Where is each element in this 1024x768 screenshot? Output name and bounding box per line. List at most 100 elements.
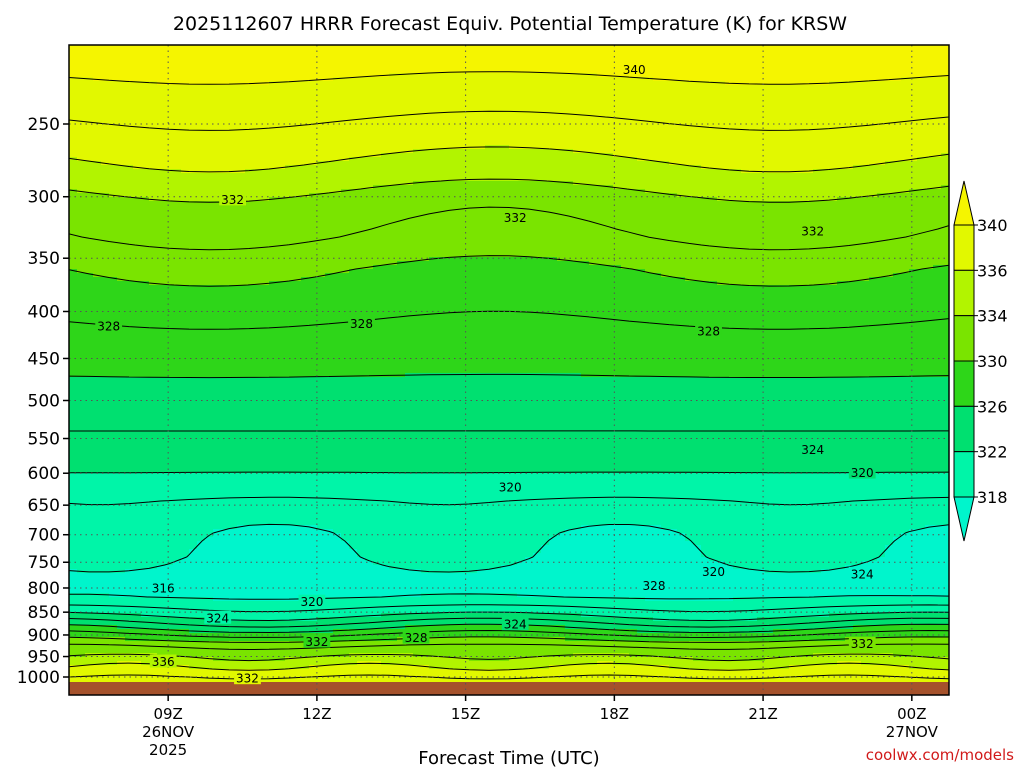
field-cell <box>133 225 142 230</box>
field-cell <box>797 65 806 70</box>
field-cell <box>93 85 102 90</box>
field-cell <box>557 181 566 186</box>
field-cell <box>669 73 678 78</box>
field-cell <box>173 225 182 230</box>
field-cell <box>525 173 534 178</box>
field-cell <box>613 149 622 154</box>
field-cell <box>253 57 262 62</box>
field-cell <box>181 53 190 58</box>
field-cell <box>725 161 734 166</box>
field-cell <box>861 213 870 218</box>
field-cell <box>701 213 710 218</box>
field-cell <box>549 205 558 210</box>
field-cell <box>581 61 590 66</box>
field-cell <box>781 133 790 138</box>
field-cell <box>901 177 910 182</box>
field-cell <box>485 81 494 86</box>
field-cell <box>557 117 566 122</box>
field-cell <box>429 209 438 214</box>
field-cell <box>733 181 742 186</box>
field-cell <box>661 149 670 154</box>
field-cell <box>877 125 886 130</box>
field-cell <box>861 97 870 102</box>
field-cell <box>365 45 374 50</box>
field-cell <box>365 125 374 130</box>
field-cell <box>869 197 878 202</box>
field-cell <box>869 89 878 94</box>
field-cell <box>781 49 790 54</box>
field-cell <box>893 193 902 198</box>
field-cell <box>605 145 614 150</box>
field-cell <box>381 101 390 106</box>
field-cell <box>77 137 86 142</box>
field-cell <box>445 117 454 122</box>
field-cell <box>269 213 278 218</box>
field-cell <box>829 125 838 130</box>
field-cell <box>549 169 558 174</box>
field-cell <box>373 177 382 182</box>
field-cell <box>917 221 926 226</box>
field-cell <box>181 137 190 142</box>
field-cell <box>117 93 126 98</box>
field-cell <box>925 145 934 150</box>
field-cell <box>365 77 374 82</box>
field-cell <box>133 85 142 90</box>
field-cell <box>205 81 214 86</box>
field-cell <box>853 149 862 154</box>
field-cell <box>597 205 606 210</box>
field-cell <box>445 177 454 182</box>
field-cell <box>277 225 286 230</box>
field-cell <box>845 117 854 122</box>
field-cell <box>549 157 558 162</box>
field-cell <box>925 221 934 226</box>
field-cell <box>181 213 190 218</box>
field-cell <box>549 77 558 82</box>
field-cell <box>725 109 734 114</box>
field-cell <box>341 105 350 110</box>
field-cell <box>821 193 830 198</box>
field-cell <box>341 173 350 178</box>
field-cell <box>797 141 806 146</box>
field-cell <box>869 93 878 98</box>
field-cell <box>821 209 830 214</box>
field-cell <box>685 69 694 74</box>
field-cell <box>741 213 750 218</box>
field-cell <box>221 97 230 102</box>
field-cell <box>373 137 382 142</box>
field-cell <box>93 201 102 206</box>
field-cell <box>917 125 926 130</box>
field-cell <box>653 209 662 214</box>
field-cell <box>397 141 406 146</box>
field-cell <box>565 185 574 190</box>
field-cell <box>901 73 910 78</box>
field-cell <box>837 113 846 118</box>
field-cell <box>549 221 558 226</box>
field-cell <box>917 109 926 114</box>
field-cell <box>437 61 446 66</box>
field-cell <box>853 141 862 146</box>
field-cell <box>181 181 190 186</box>
field-cell <box>565 137 574 142</box>
field-cell <box>749 57 758 62</box>
field-cell <box>813 133 822 138</box>
field-cell <box>85 105 94 110</box>
field-cell <box>189 93 198 98</box>
field-cell <box>733 193 742 198</box>
field-cell <box>685 165 694 170</box>
field-cell <box>117 121 126 126</box>
field-cell <box>789 93 798 98</box>
field-cell <box>669 89 678 94</box>
field-cell <box>165 93 174 98</box>
field-cell <box>605 125 614 130</box>
field-cell <box>645 201 654 206</box>
field-cell <box>109 57 118 62</box>
field-cell <box>453 205 462 210</box>
field-cell <box>541 221 550 226</box>
field-cell <box>149 77 158 82</box>
field-cell <box>885 69 894 74</box>
field-cell <box>445 221 454 226</box>
field-cell <box>533 221 542 226</box>
field-cell <box>253 93 262 98</box>
field-cell <box>333 117 342 122</box>
field-cell <box>589 69 598 74</box>
